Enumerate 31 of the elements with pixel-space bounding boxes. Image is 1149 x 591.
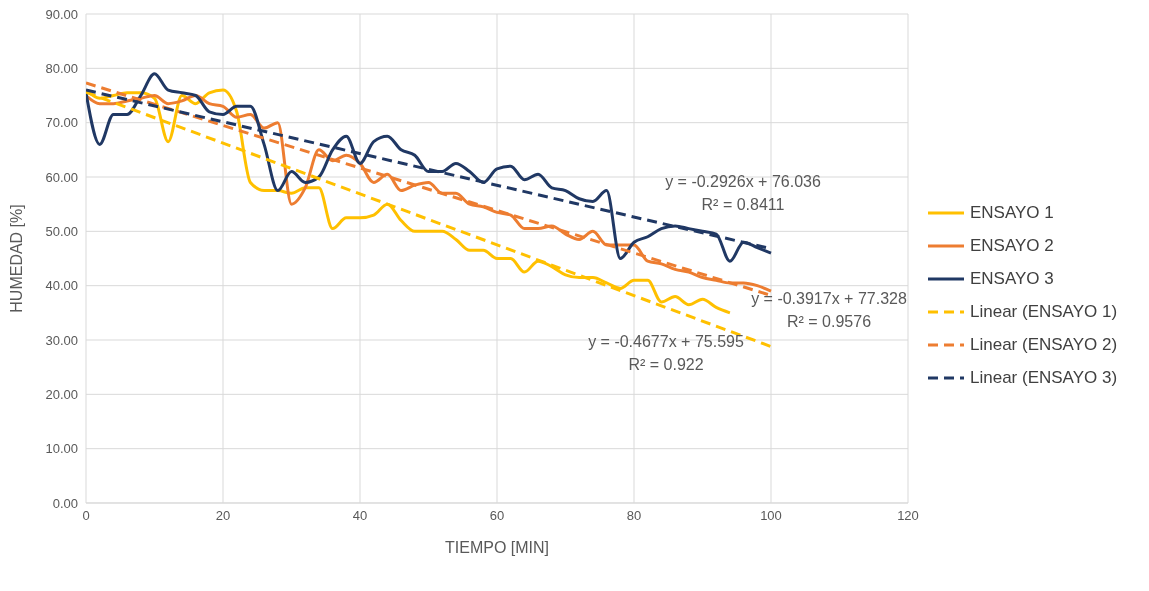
x-tick-label: 60 xyxy=(489,508,505,524)
legend-label: Linear (ENSAYO 1) xyxy=(970,302,1118,322)
y-tick-label: 40.00 xyxy=(45,278,78,294)
x-tick-label: 120 xyxy=(897,508,919,524)
legend-label: ENSAYO 2 xyxy=(970,236,1054,256)
legend-label: Linear (ENSAYO 2) xyxy=(970,335,1118,355)
x-tick-label: 20 xyxy=(215,508,231,524)
y-tick-label: 30.00 xyxy=(45,332,78,348)
y-axis-title: HUMEDAD [%] xyxy=(7,204,25,313)
y-tick-label: 90.00 xyxy=(45,6,78,22)
x-tick-label: 100 xyxy=(760,508,782,524)
annotation: y = -0.2926x + 76.036 xyxy=(665,172,821,190)
legend-label: ENSAYO 1 xyxy=(970,203,1054,223)
annotation: y = -0.4677x + 75.595 xyxy=(588,332,744,350)
annotation: R² = 0.922 xyxy=(628,355,704,373)
y-tick-label: 70.00 xyxy=(45,115,78,131)
y-tick-label: 50.00 xyxy=(45,223,78,239)
y-tick-label: 80.00 xyxy=(45,60,78,76)
y-tick-label: 0.00 xyxy=(52,495,78,511)
y-tick-label: 20.00 xyxy=(45,386,78,402)
annotation: R² = 0.8411 xyxy=(701,195,785,213)
x-tick-label: 40 xyxy=(352,508,368,524)
legend-label: Linear (ENSAYO 3) xyxy=(970,368,1118,388)
annotation: y = -0.3917x + 77.328 xyxy=(751,289,907,307)
x-axis-title: TIEMPO [MIN] xyxy=(445,539,549,556)
x-tick-label: 0 xyxy=(82,508,90,524)
y-tick-label: 60.00 xyxy=(45,169,78,185)
y-tick-label: 10.00 xyxy=(45,441,78,457)
legend-label: ENSAYO 3 xyxy=(970,269,1054,289)
annotation: R² = 0.9576 xyxy=(786,312,872,330)
x-tick-label: 80 xyxy=(626,508,642,524)
